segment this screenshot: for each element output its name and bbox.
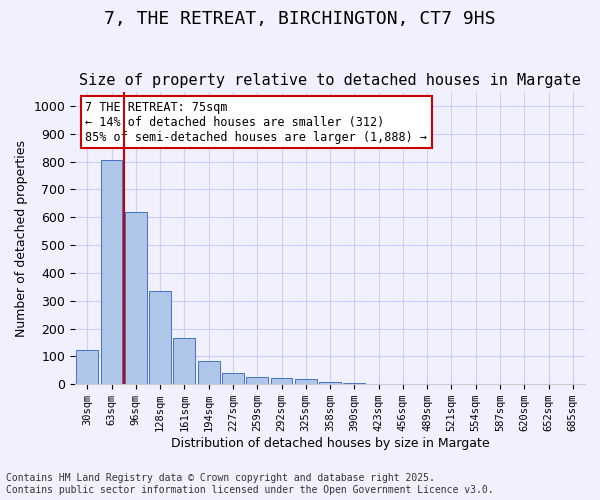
- Bar: [247, 376, 268, 384]
- Bar: [101, 160, 122, 384]
- Y-axis label: Number of detached properties: Number of detached properties: [15, 140, 28, 336]
- Bar: [173, 338, 196, 384]
- X-axis label: Distribution of detached houses by size in Margate: Distribution of detached houses by size …: [171, 437, 490, 450]
- Bar: [125, 212, 147, 384]
- Bar: [343, 383, 365, 384]
- Bar: [76, 350, 98, 384]
- Bar: [319, 382, 341, 384]
- Bar: [222, 373, 244, 384]
- Text: 7 THE RETREAT: 75sqm
← 14% of detached houses are smaller (312)
85% of semi-deta: 7 THE RETREAT: 75sqm ← 14% of detached h…: [85, 100, 427, 144]
- Text: Contains HM Land Registry data © Crown copyright and database right 2025.
Contai: Contains HM Land Registry data © Crown c…: [6, 474, 494, 495]
- Bar: [149, 291, 171, 384]
- Bar: [198, 362, 220, 384]
- Bar: [271, 378, 292, 384]
- Text: 7, THE RETREAT, BIRCHINGTON, CT7 9HS: 7, THE RETREAT, BIRCHINGTON, CT7 9HS: [104, 10, 496, 28]
- Bar: [295, 380, 317, 384]
- Title: Size of property relative to detached houses in Margate: Size of property relative to detached ho…: [79, 73, 581, 88]
